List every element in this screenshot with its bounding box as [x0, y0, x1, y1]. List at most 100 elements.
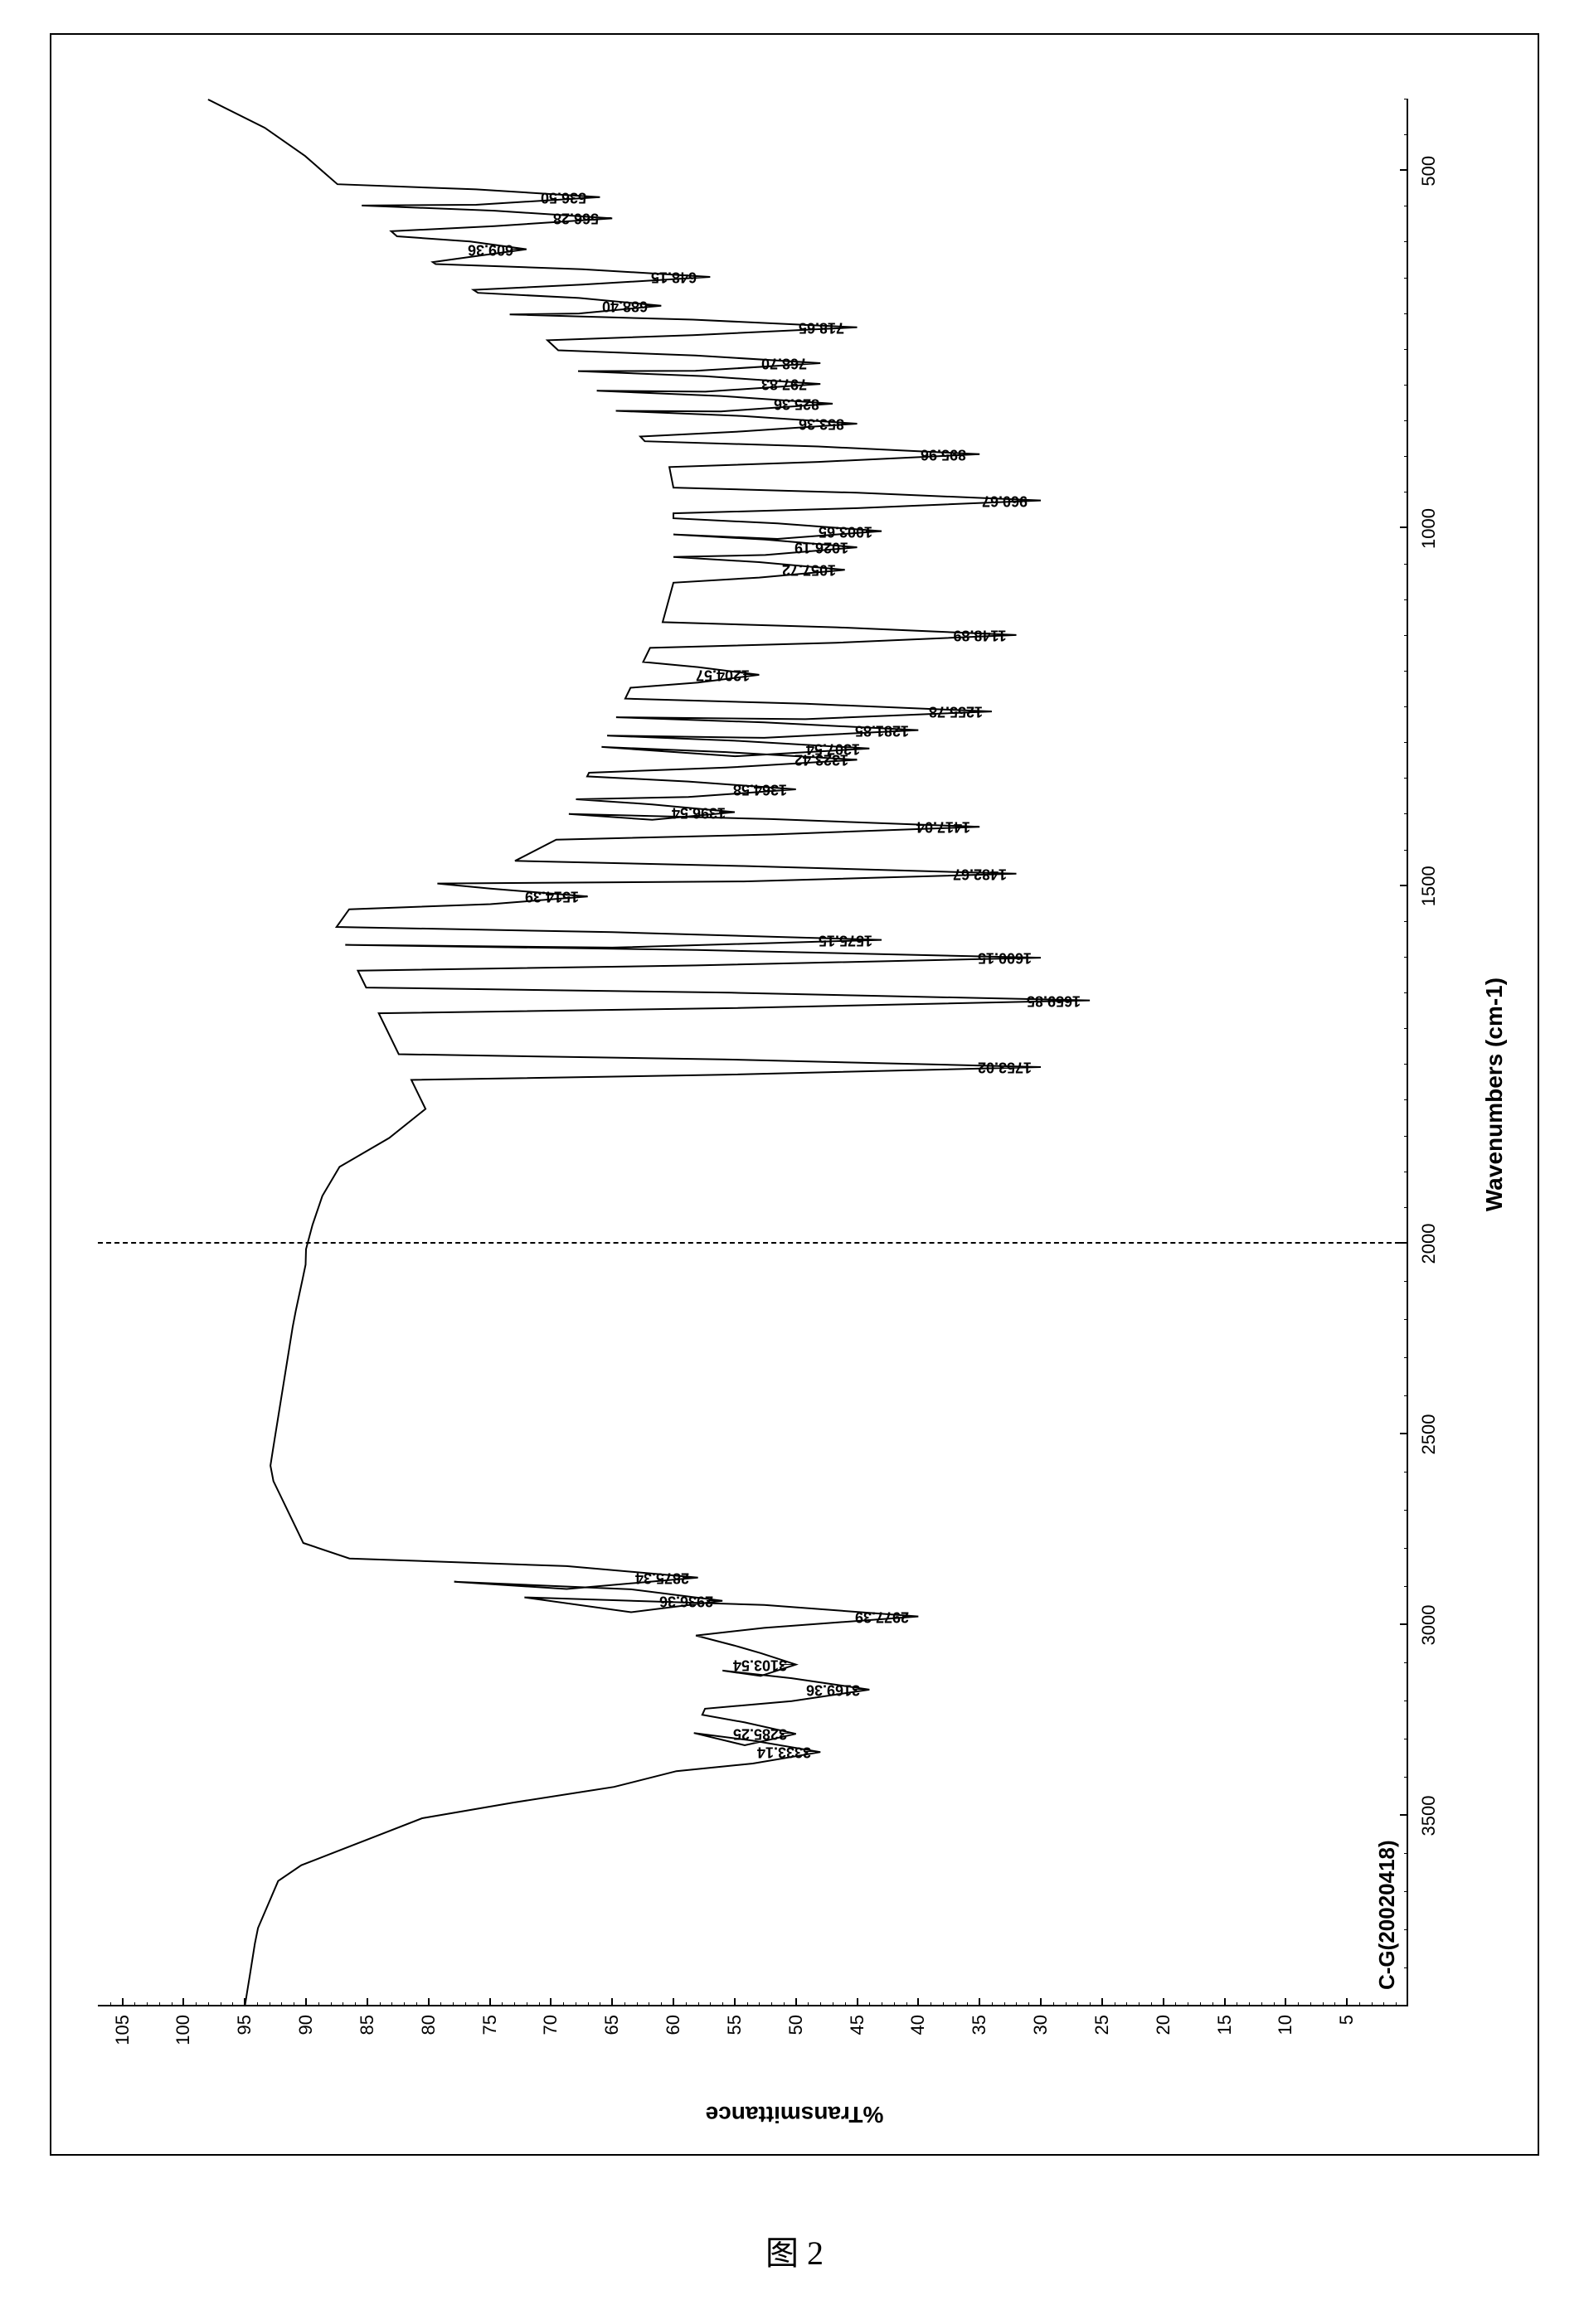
- peak-label: 1148.89: [954, 626, 1007, 643]
- x-minor-tick: [1404, 1472, 1408, 1473]
- y-minor-tick: [208, 2002, 209, 2006]
- chart-frame: %Transmittance Wavenumbers (cm-1) C-G(20…: [50, 33, 1539, 2156]
- x-minor-tick: [1404, 1777, 1408, 1778]
- y-tick: [917, 1998, 919, 2006]
- peak-leader: [707, 1600, 722, 1601]
- y-tick-label: 70: [540, 2015, 561, 2064]
- y-tick-label: 95: [234, 2015, 255, 2064]
- y-tick: [979, 1998, 980, 2006]
- y-minor-tick: [1151, 2002, 1152, 2006]
- peak-leader: [694, 276, 709, 277]
- y-tick: [122, 1998, 124, 2006]
- y-tick: [305, 1998, 307, 2006]
- y-minor-tick: [1066, 2002, 1067, 2006]
- peak-leader: [853, 748, 868, 749]
- y-minor-tick: [710, 2002, 711, 2006]
- peak-label: 718.65: [798, 318, 843, 336]
- peak-label: 2977.39: [855, 1608, 909, 1625]
- y-minor-tick: [955, 2002, 956, 2006]
- x-tick-label: 500: [1418, 156, 1440, 187]
- x-minor-tick: [1404, 635, 1408, 636]
- y-minor-tick: [1261, 2002, 1262, 2006]
- y-minor-tick: [759, 2002, 760, 2006]
- peak-label: 1417.04: [916, 818, 970, 836]
- peak-leader: [804, 383, 819, 384]
- y-minor-tick: [661, 2002, 662, 2006]
- x-minor-tick: [1404, 1064, 1408, 1065]
- x-minor-tick: [1404, 814, 1408, 815]
- peak-leader: [842, 546, 857, 547]
- y-minor-tick: [281, 2002, 282, 2006]
- x-minor-tick: [1404, 1586, 1408, 1587]
- peak-label: 648.15: [651, 269, 697, 286]
- peak-leader: [780, 1733, 795, 1734]
- y-minor-tick: [172, 2002, 173, 2006]
- peak-leader: [853, 1689, 868, 1690]
- y-minor-tick: [1016, 2002, 1017, 2006]
- y-tick-label: 100: [173, 2015, 194, 2064]
- y-tick: [795, 1998, 797, 2006]
- y-minor-tick: [147, 2002, 148, 2006]
- peak-label: 1396.54: [672, 803, 726, 821]
- x-tick-label: 2000: [1418, 1224, 1440, 1264]
- y-minor-tick: [1175, 2002, 1176, 2006]
- y-minor-tick: [894, 2002, 895, 2006]
- y-minor-tick: [845, 2002, 846, 2006]
- x-tick-label: 3000: [1418, 1605, 1440, 1646]
- y-minor-tick: [1053, 2002, 1054, 2006]
- y-tick: [857, 1998, 858, 2006]
- peak-leader: [1025, 500, 1040, 501]
- x-axis-title: Wavenumbers (cm-1): [1481, 978, 1508, 1211]
- y-minor-tick: [196, 2002, 197, 2006]
- y-tick: [1040, 1998, 1042, 2006]
- x-minor-tick: [1404, 349, 1408, 350]
- peak-label: 1255.78: [929, 703, 983, 720]
- y-tick-label: 30: [1030, 2015, 1052, 2064]
- peak-leader: [1000, 634, 1015, 635]
- y-minor-tick: [1090, 2002, 1091, 2006]
- peak-label: 895.96: [921, 445, 966, 463]
- y-tick: [182, 1998, 184, 2006]
- peak-label: 3169.36: [806, 1681, 860, 1698]
- x-minor-tick: [1404, 671, 1408, 672]
- peak-leader: [780, 1664, 795, 1665]
- x-minor-tick: [1404, 313, 1408, 314]
- peak-label: 3285.25: [733, 1725, 787, 1743]
- x-minor-tick: [1404, 1967, 1408, 1968]
- y-minor-tick: [771, 2002, 772, 2006]
- x-minor-tick: [1404, 1319, 1408, 1320]
- x-minor-tick: [1404, 1662, 1408, 1663]
- y-minor-tick: [1298, 2002, 1299, 2006]
- y-tick: [1224, 1998, 1226, 2006]
- peak-label: 1482.67: [953, 865, 1007, 882]
- x-minor-tick: [1404, 385, 1408, 386]
- x-minor-tick: [1404, 742, 1408, 743]
- y-axis-title: %Transmittance: [706, 2101, 884, 2128]
- y-tick: [1346, 1998, 1348, 2006]
- axis-break-line: [98, 1242, 1408, 1244]
- y-minor-tick: [465, 2002, 466, 2006]
- x-tick-label: 1500: [1418, 866, 1440, 906]
- y-minor-tick: [514, 2002, 515, 2006]
- plot-area: C-G(20020418) 3333.143285.253169.363103.…: [98, 99, 1408, 2006]
- peak-leader: [780, 788, 795, 789]
- x-minor-tick: [1404, 1281, 1408, 1282]
- x-tick: [1400, 1433, 1408, 1434]
- y-minor-tick: [440, 2002, 441, 2006]
- peak-label: 1003.65: [819, 522, 872, 540]
- y-minor-tick: [1383, 2002, 1384, 2006]
- page: %Transmittance Wavenumbers (cm-1) C-G(20…: [0, 0, 1589, 2324]
- peak-label: 1364.58: [733, 780, 787, 798]
- x-minor-tick: [1404, 850, 1408, 851]
- x-minor-tick: [1404, 456, 1408, 457]
- y-tick-label: 105: [112, 2015, 134, 2064]
- peak-label: 566.28: [553, 210, 599, 227]
- peak-leader: [866, 939, 881, 940]
- peak-label: 960.67: [982, 492, 1028, 509]
- peak-label: 2875.34: [635, 1569, 689, 1586]
- x-minor-tick: [1404, 599, 1408, 600]
- y-minor-tick: [563, 2002, 564, 2006]
- y-tick-label: 20: [1153, 2015, 1174, 2064]
- y-tick-label: 65: [601, 2015, 623, 2064]
- peak-leader: [817, 403, 832, 404]
